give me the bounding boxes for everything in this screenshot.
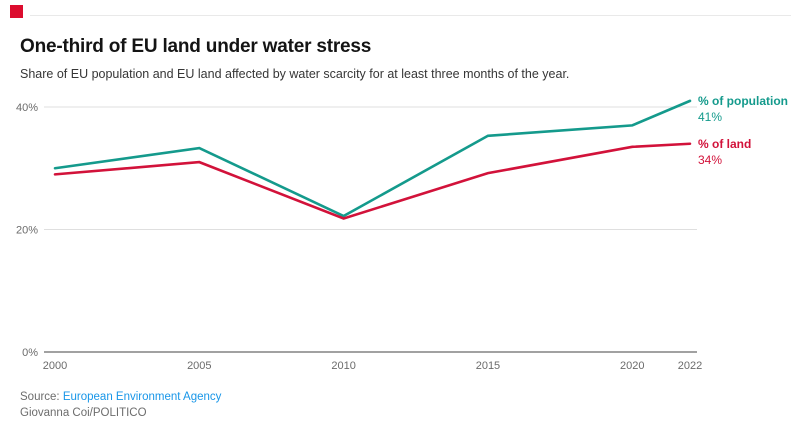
top-divider [30,15,791,16]
series-line--of-land [53,142,692,220]
series-line--of-population [53,99,692,218]
legend-series-name: % of population [698,94,788,108]
chart-subtitle: Share of EU population and EU land affec… [20,67,570,81]
chart-footer: Source: European Environment Agency Giov… [20,389,221,421]
x-tick-label: 2020 [620,360,644,372]
x-tick-label: 2015 [476,360,500,372]
legend-series-end-value: 41% [698,110,722,124]
byline: Giovanna Coi/POLITICO [20,407,147,419]
politico-brand-mark [10,5,23,18]
chart-title: One-third of EU land under water stress [20,36,372,57]
source-prefix: Source: [20,391,60,403]
y-tick-label: 20% [16,225,38,237]
x-tick-label: 2010 [331,360,355,372]
source-line: Source: European Environment Agency [20,389,221,405]
y-tick-label: 0% [22,347,38,359]
x-tick-label: 2000 [43,360,67,372]
source-link[interactable]: European Environment Agency [62,391,222,403]
x-tick-label: 2005 [187,360,211,372]
legend-series-end-value: 34% [698,153,722,167]
x-tick-label: 2022 [678,360,702,372]
legend-series-name: % of land [698,137,751,151]
y-tick-label: 40% [16,102,38,114]
